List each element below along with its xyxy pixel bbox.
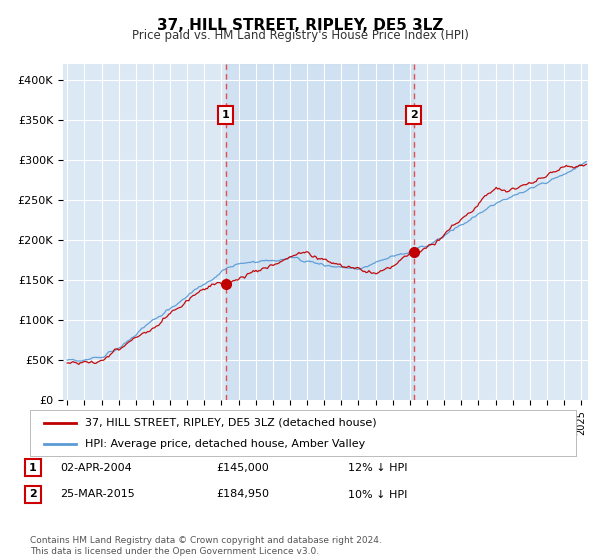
Text: Contains HM Land Registry data © Crown copyright and database right 2024.
This d: Contains HM Land Registry data © Crown c… (30, 536, 382, 556)
Text: 1: 1 (222, 110, 230, 120)
Bar (226, 64, 413, 400)
Text: 2: 2 (410, 110, 418, 120)
Text: HPI: Average price, detached house, Amber Valley: HPI: Average price, detached house, Ambe… (85, 439, 365, 449)
Text: 37, HILL STREET, RIPLEY, DE5 3LZ: 37, HILL STREET, RIPLEY, DE5 3LZ (157, 18, 443, 33)
Text: 25-MAR-2015: 25-MAR-2015 (60, 489, 135, 500)
Text: Price paid vs. HM Land Registry's House Price Index (HPI): Price paid vs. HM Land Registry's House … (131, 29, 469, 42)
Text: 02-APR-2004: 02-APR-2004 (60, 463, 132, 473)
Text: 10% ↓ HPI: 10% ↓ HPI (348, 489, 407, 500)
Text: £184,950: £184,950 (216, 489, 269, 500)
Text: 1: 1 (29, 463, 37, 473)
Text: 37, HILL STREET, RIPLEY, DE5 3LZ (detached house): 37, HILL STREET, RIPLEY, DE5 3LZ (detach… (85, 418, 376, 428)
Text: 12% ↓ HPI: 12% ↓ HPI (348, 463, 407, 473)
Text: 2: 2 (29, 489, 37, 500)
Text: £145,000: £145,000 (216, 463, 269, 473)
